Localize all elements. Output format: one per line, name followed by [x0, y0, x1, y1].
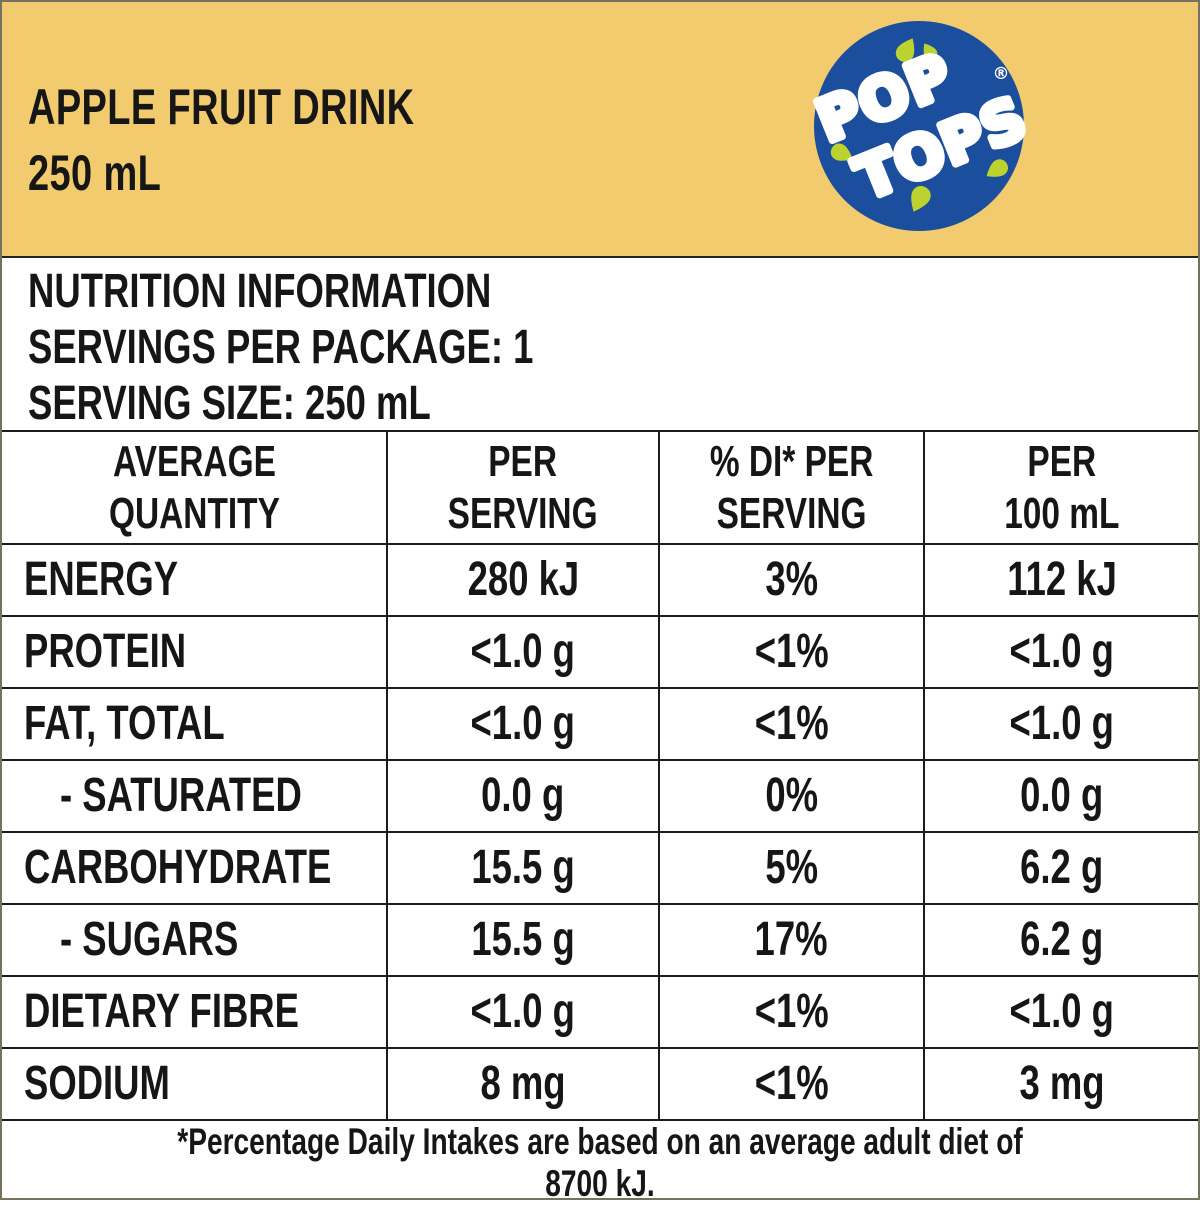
- cell-per-serving: 0.0 g: [388, 761, 660, 831]
- juice-drop-icon: [923, 43, 938, 61]
- cell-per-serving: 15.5 g: [388, 833, 660, 903]
- cell-per-100ml: <1.0 g: [1009, 696, 1114, 750]
- cell-di-per-serving: 17%: [660, 905, 926, 975]
- cell-per-100ml: 0.0 g: [1020, 768, 1104, 822]
- servings-per-package: SERVINGS PER PACKAGE: 1: [28, 321, 534, 374]
- cell-nutrient-name: PROTEIN: [2, 617, 389, 687]
- cell-di-per-serving: <1%: [660, 689, 926, 759]
- cell-per-100ml: 3 mg: [1019, 1056, 1105, 1110]
- table-row-dietary-fibre: DIETARY FIBRE <1.0 g <1% <1.0 g: [2, 977, 1198, 1049]
- juice-drop-icon: [830, 143, 853, 161]
- juice-drops: [830, 38, 1009, 212]
- cell-per-100ml: 112 kJ: [1006, 552, 1117, 606]
- cell-nutrient-name: ENERGY: [2, 545, 389, 615]
- cell-per-100ml: 6.2 g: [1020, 840, 1104, 894]
- column-header-per-100ml: PER 100 mL: [1003, 436, 1120, 538]
- cell-per-serving: 280 kJ: [388, 545, 660, 615]
- table-row-sugars: - SUGARS 15.5 g 17% 6.2 g: [2, 905, 1198, 977]
- product-volume: 250 mL: [28, 145, 162, 201]
- juice-drop-icon: [895, 38, 915, 63]
- cell-per-100ml: <1.0 g: [1009, 624, 1114, 678]
- cell-nutrient-name: - SUGARS: [2, 905, 389, 975]
- table-row-fat-total: FAT, TOTAL <1.0 g <1% <1.0 g: [2, 689, 1198, 761]
- table-row-carbohydrate: CARBOHYDRATE 15.5 g 5% 6.2 g: [2, 833, 1198, 905]
- cell-nutrient-name: FAT, TOTAL: [2, 689, 389, 759]
- cell-nutrient-name: CARBOHYDRATE: [2, 833, 389, 903]
- column-header-per-serving: PER SERVING: [388, 432, 660, 543]
- cell-per-serving: <1.0 g: [388, 689, 660, 759]
- nutrition-info-header: NUTRITION INFORMATION SERVINGS PER PACKA…: [2, 258, 1198, 432]
- cell-nutrient-name: SODIUM: [2, 1049, 389, 1119]
- cell-per-serving: 15.5 g: [388, 905, 660, 975]
- cell-di-per-serving: 0%: [660, 761, 926, 831]
- juice-drop-icon: [911, 185, 931, 212]
- product-title-block: APPLE FRUIT DRINK 250 mL: [28, 74, 537, 206]
- cell-di-per-serving: 3%: [660, 545, 926, 615]
- registered-trademark-icon: ®: [993, 64, 1010, 84]
- cell-per-serving: <1.0 g: [388, 617, 660, 687]
- table-row-saturated: - SATURATED 0.0 g 0% 0.0 g: [2, 761, 1198, 833]
- pop-tops-logo-icon: POP TOPS ®: [804, 21, 1039, 231]
- cell-nutrient-name: - SATURATED: [2, 761, 389, 831]
- header-band: APPLE FRUIT DRINK 250 mL POP TOPS: [2, 2, 1198, 258]
- column-header-average-quantity: AVERAGE QUANTITY: [2, 432, 389, 543]
- cell-per-serving: 8 mg: [388, 1049, 660, 1119]
- cell-di-per-serving: <1%: [660, 1049, 926, 1119]
- juice-drop-icon: [986, 159, 1009, 177]
- logo-circle: [814, 21, 1024, 231]
- daily-intake-footnote: *Percentage Daily Intakes are based on a…: [177, 1121, 1023, 1204]
- cell-nutrient-name: DIETARY FIBRE: [2, 977, 389, 1047]
- cell-per-100ml: 6.2 g: [1020, 912, 1104, 966]
- cell-di-per-serving: 5%: [660, 833, 926, 903]
- pop-tops-logo: POP TOPS ®: [804, 17, 1039, 235]
- column-header-di-per-serving: % DI* PER SERVING: [660, 432, 926, 543]
- table-row-protein: PROTEIN <1.0 g <1% <1.0 g: [2, 617, 1198, 689]
- table-header-row: AVERAGE QUANTITY PER SERVING % DI* PER S…: [2, 432, 1198, 545]
- table-row-energy: ENERGY 280 kJ 3% 112 kJ: [2, 545, 1198, 617]
- table-row-sodium: SODIUM 8 mg <1% 3 mg: [2, 1049, 1198, 1121]
- cell-per-100ml: <1.0 g: [1009, 984, 1114, 1038]
- serving-size: SERVING SIZE: 250 mL: [28, 377, 431, 430]
- product-name: APPLE FRUIT DRINK: [28, 79, 415, 135]
- cell-di-per-serving: <1%: [660, 977, 926, 1047]
- cell-di-per-serving: <1%: [660, 617, 926, 687]
- nutrition-info-title: NUTRITION INFORMATION: [28, 265, 492, 318]
- cell-per-serving: <1.0 g: [388, 977, 660, 1047]
